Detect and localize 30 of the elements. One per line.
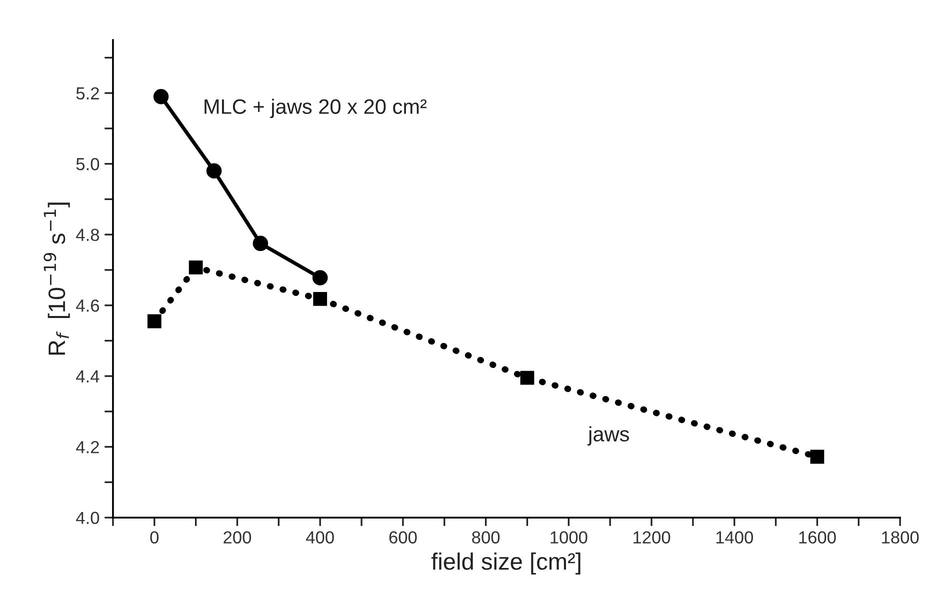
point	[312, 270, 328, 286]
y-tick-label: 4.4	[76, 370, 100, 382]
x-tick-label: 1200	[634, 531, 670, 544]
series-label: MLC + jaws 20 x 20 cm²	[204, 98, 427, 118]
y-tick-label: 4.8	[76, 228, 100, 242]
y-tick-label: 4.2	[76, 441, 99, 454]
x-tick-label: 600	[389, 531, 417, 544]
point	[153, 88, 169, 104]
point	[188, 260, 203, 274]
y-axis-title: R$_{f}$ [10$^{−19}$ s$^{−1}$]	[44, 202, 70, 355]
point	[206, 163, 222, 179]
x-axis-title: field size [cm²]	[431, 552, 580, 575]
x-tick-label: 400	[306, 531, 334, 544]
y-tick-label: 5.0	[76, 158, 100, 170]
y-tick-label: 4.0	[76, 512, 100, 524]
point	[810, 450, 824, 464]
x-tick-label: 1600	[799, 531, 836, 544]
x-tick-label: 1000	[550, 531, 588, 544]
y-tick-label: 4.6	[76, 300, 100, 312]
x-tick-label: 800	[472, 531, 500, 544]
point	[520, 370, 534, 385]
x-tick-label: 1400	[716, 531, 753, 544]
x-tick-label: 1800	[882, 531, 919, 544]
x-tick-label: 0	[150, 531, 159, 544]
point	[313, 292, 328, 306]
point	[147, 314, 162, 328]
series-label: jaws	[588, 426, 629, 446]
point	[252, 236, 268, 252]
y-tick-label: 5.2	[76, 87, 99, 100]
x-tick-label: 200	[224, 531, 252, 544]
